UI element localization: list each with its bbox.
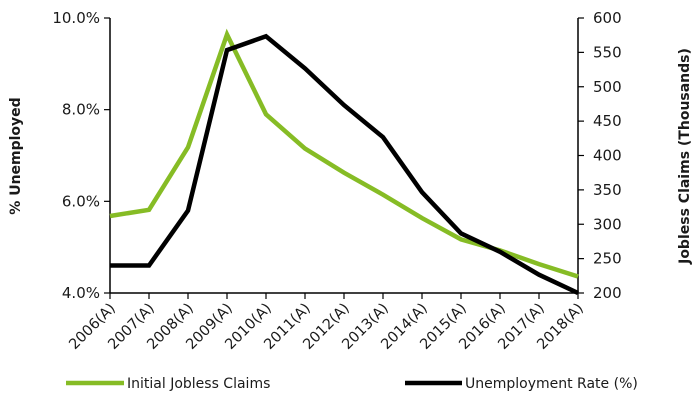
- left-tick-label: 10.0%: [52, 9, 100, 27]
- series-line: [109, 28, 579, 279]
- right-tick-label: 350: [593, 181, 622, 199]
- legend-label: Unemployment Rate (%): [465, 376, 638, 392]
- right-tick-label: 450: [593, 112, 622, 130]
- right-axis-title: Jobless Claims (Thousands): [677, 48, 693, 265]
- left-axis-title: % Unemployed: [8, 97, 24, 214]
- right-tick-label: 250: [593, 250, 622, 268]
- right-tick-label: 550: [593, 43, 622, 61]
- left-tick-label: 6.0%: [62, 192, 100, 210]
- right-tick-label: 600: [593, 9, 622, 27]
- left-tick-label: 8.0%: [62, 101, 100, 119]
- right-tick-label: 300: [593, 215, 622, 233]
- right-tick-label: 400: [593, 147, 622, 165]
- right-tick-label: 200: [593, 284, 622, 302]
- series-line: [110, 33, 579, 296]
- x-axis: 2006(A)2007(A)2008(A)2009(A)2010(A)2011(…: [66, 293, 587, 353]
- right-y-axis: 200 250 300 350 400 450 500 550 600: [578, 9, 622, 302]
- legend: Initial Jobless Claims Unemployment Rate …: [66, 376, 638, 392]
- right-tick-label: 500: [593, 78, 622, 96]
- series-layer: [109, 28, 579, 296]
- legend-label: Initial Jobless Claims: [127, 376, 270, 392]
- left-tick-label: 4.0%: [62, 284, 100, 302]
- left-y-axis: 4.0% 6.0% 8.0% 10.0%: [52, 9, 110, 302]
